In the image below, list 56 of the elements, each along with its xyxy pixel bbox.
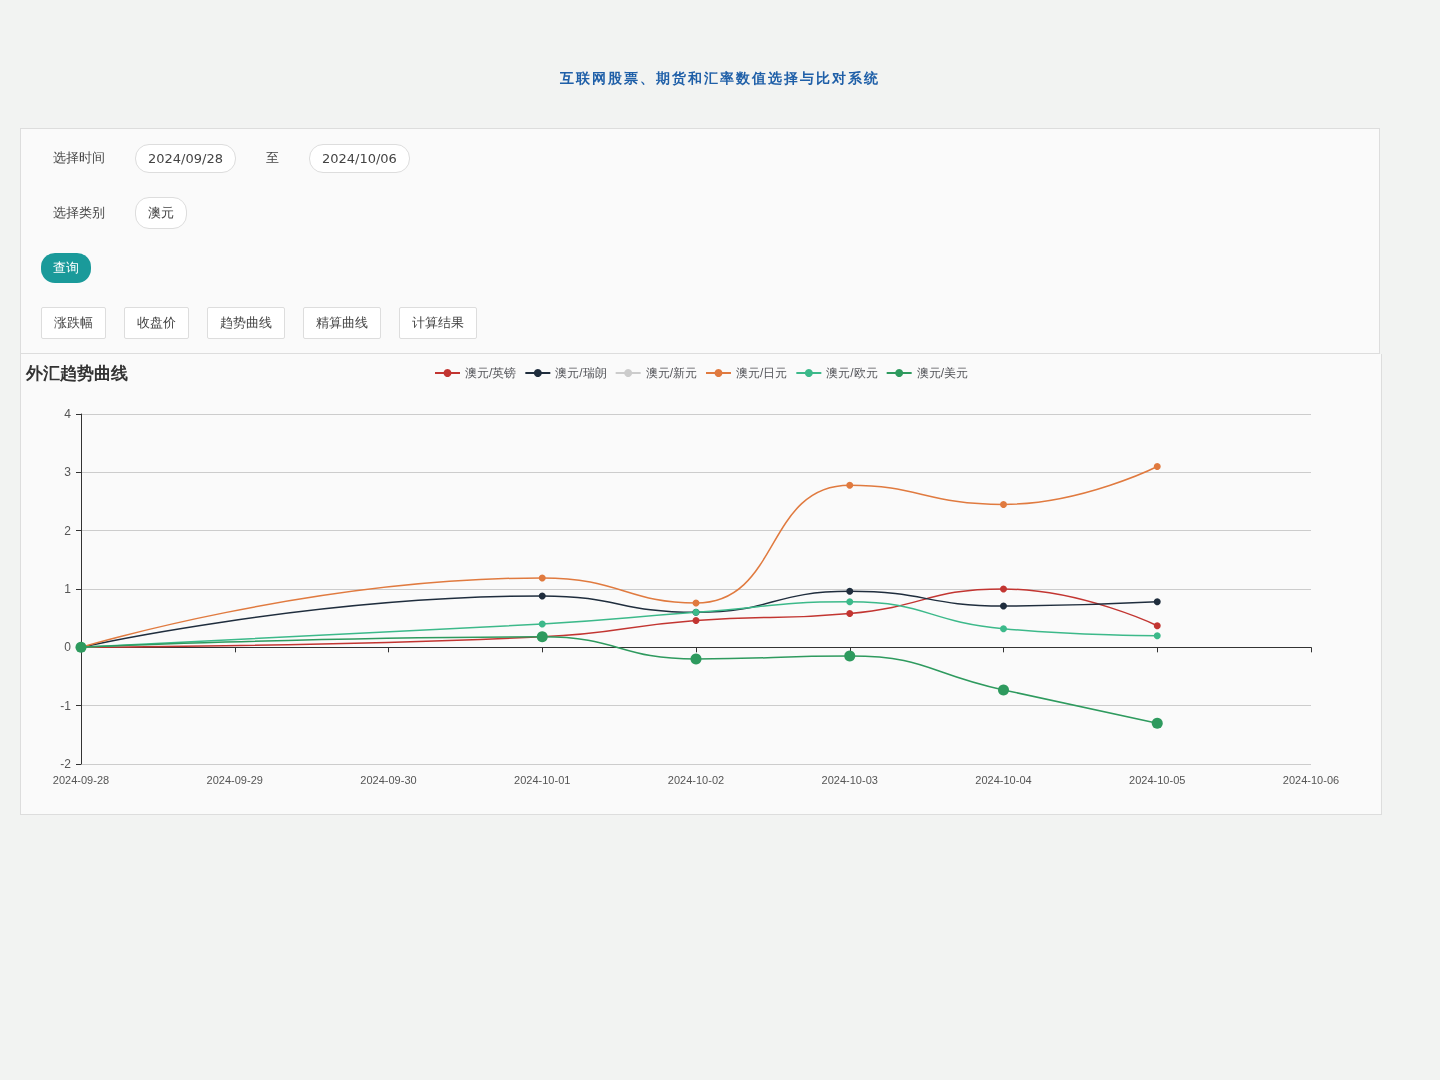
text: 计算结果	[399, 307, 477, 339]
y-tick-label: 2	[64, 523, 72, 538]
point	[1153, 463, 1161, 470]
point	[846, 610, 854, 617]
x-tick-label: 2024-09-30	[360, 773, 417, 786]
point	[1153, 622, 1161, 630]
y-tick-label: 1	[64, 582, 72, 596]
x-tick-label: 2024-10-01	[514, 773, 571, 786]
text: 精算曲线	[303, 307, 381, 339]
text: 澳元	[135, 197, 187, 229]
point	[538, 620, 546, 628]
point	[998, 684, 1009, 696]
point	[1153, 598, 1161, 606]
x-tick-label: 2024-09-29	[206, 773, 263, 786]
y-tick-label: 3	[64, 465, 72, 480]
point	[538, 592, 546, 600]
legend-label: 澳元/美元	[916, 366, 969, 380]
point	[846, 598, 854, 606]
x-tick-label: 2024-10-06	[1282, 773, 1340, 786]
text: 2024/10/06	[308, 143, 410, 173]
x-tick-label: 2024-10-03	[821, 773, 878, 786]
point	[1151, 717, 1163, 729]
legend-label: 澳元/日元	[736, 366, 788, 380]
point	[690, 653, 702, 665]
y-tick-label: 4	[64, 407, 72, 421]
point	[844, 650, 856, 662]
legend-label: 澳元/英镑	[465, 366, 517, 380]
x-tick-label: 2024-10-04	[975, 773, 1032, 786]
text: 至	[264, 149, 280, 167]
point	[692, 617, 700, 624]
y-tick-label: -2	[60, 757, 72, 771]
y-tick-label: 0	[64, 640, 72, 655]
point	[1000, 500, 1007, 508]
chart-title: 外汇趋势曲线	[25, 364, 128, 383]
y-tick-label: -1	[60, 698, 72, 713]
point	[1000, 585, 1007, 593]
point	[1153, 632, 1161, 640]
text: 涨跌幅	[41, 307, 106, 339]
text: 收盘价	[124, 307, 189, 339]
text: 2024/09/28	[135, 143, 236, 173]
point	[846, 481, 854, 489]
chart-subtitle: 互联网股票、期货和汇率数值选择与比对系统	[559, 69, 881, 88]
x-tick-label: 2024-09-28	[52, 773, 110, 786]
text: 趋势曲线	[207, 307, 285, 339]
x-tick-label: 2024-10-05	[1129, 773, 1186, 786]
text: 选择类别	[52, 204, 106, 222]
point	[1000, 625, 1007, 633]
legend-label: 澳元/瑞朗	[555, 366, 607, 380]
legend-label: 澳元/欧元	[826, 366, 878, 380]
point	[1000, 602, 1007, 610]
text: 查询	[41, 253, 91, 283]
legend-label: 澳元/新元	[645, 366, 698, 380]
point	[846, 587, 854, 595]
text: 选择时间	[52, 149, 106, 167]
point	[538, 574, 546, 582]
x-tick-label: 2024-10-02	[667, 773, 725, 786]
